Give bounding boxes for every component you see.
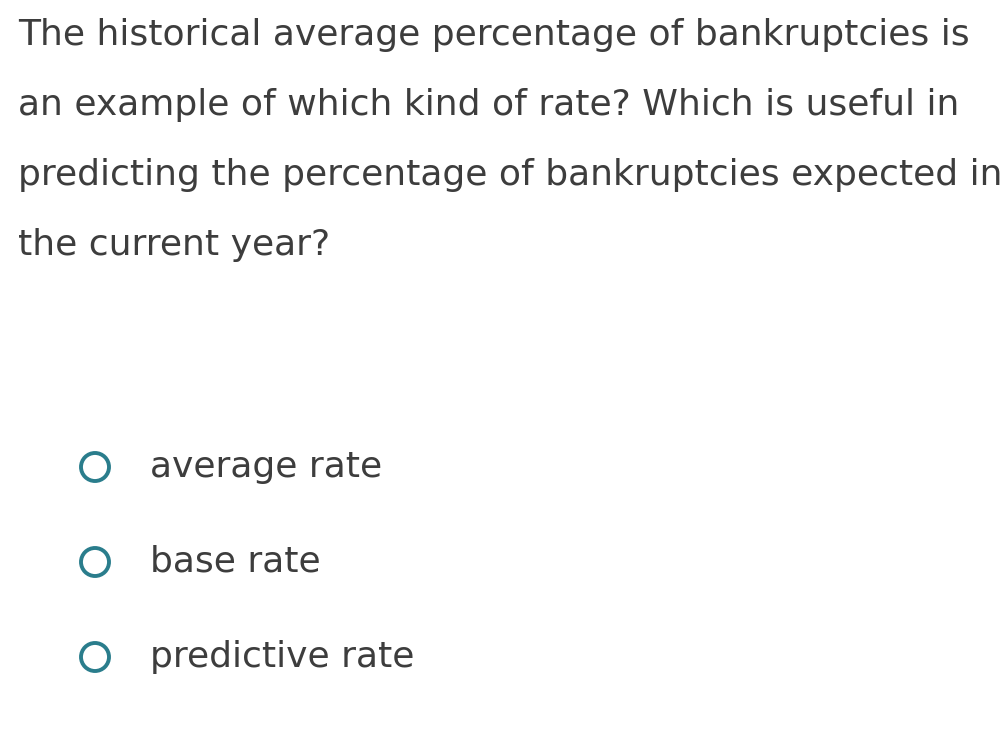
Circle shape [81,453,109,481]
Text: base rate: base rate [150,545,321,579]
Text: The historical average percentage of bankruptcies is: The historical average percentage of ban… [18,18,970,52]
Text: predicting the percentage of bankruptcies expected in: predicting the percentage of bankruptcie… [18,158,1003,192]
Text: predictive rate: predictive rate [150,640,414,674]
Circle shape [81,548,109,576]
Circle shape [81,643,109,671]
Text: average rate: average rate [150,450,382,484]
Text: the current year?: the current year? [18,228,331,262]
Text: an example of which kind of rate? Which is useful in: an example of which kind of rate? Which … [18,88,960,122]
